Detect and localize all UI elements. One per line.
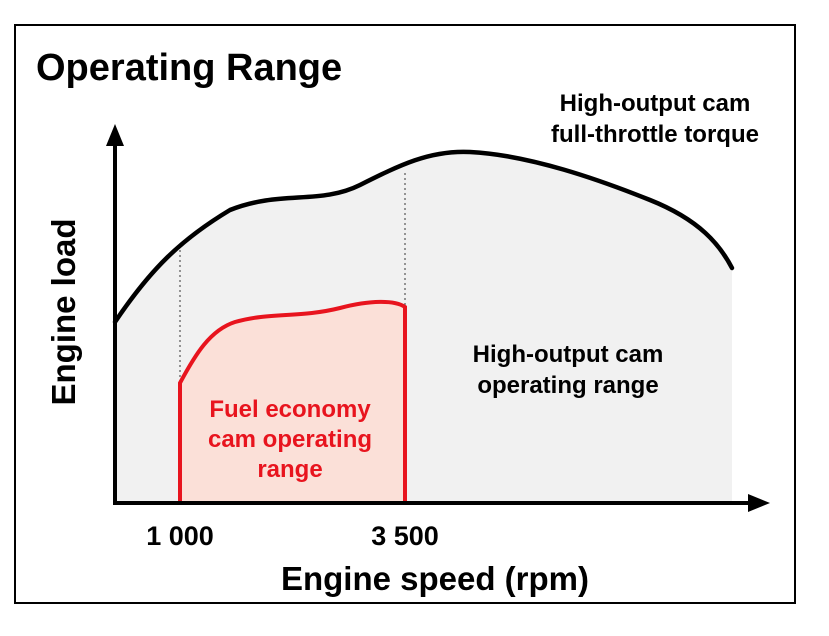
full-throttle-torque-curve bbox=[112, 149, 735, 325]
torque-curve-label-line2: full-throttle torque bbox=[551, 121, 759, 148]
x-tick-1000: 1 000 bbox=[146, 521, 214, 551]
fuel-economy-label-line3: range bbox=[257, 456, 322, 483]
diagram-title: Operating Range bbox=[36, 47, 342, 89]
x-axis-label: Engine speed (rpm) bbox=[281, 560, 589, 597]
fuel-economy-label-line2: cam operating bbox=[208, 426, 372, 453]
fuel-economy-boundary bbox=[178, 299, 407, 503]
high-output-range-label-line2: operating range bbox=[477, 372, 658, 399]
fuel-economy-label-line1: Fuel economy bbox=[209, 396, 371, 423]
y-axis-label: Engine load bbox=[45, 218, 82, 405]
x-axis-arrow bbox=[748, 494, 770, 512]
x-tick-3500: 3 500 bbox=[371, 521, 439, 551]
y-axis-arrow bbox=[106, 124, 124, 146]
high-output-range-label-line1: High-output cam bbox=[473, 341, 664, 368]
fuel-economy-range-area bbox=[180, 301, 405, 503]
torque-curve-label-line1: High-output cam bbox=[560, 90, 751, 117]
